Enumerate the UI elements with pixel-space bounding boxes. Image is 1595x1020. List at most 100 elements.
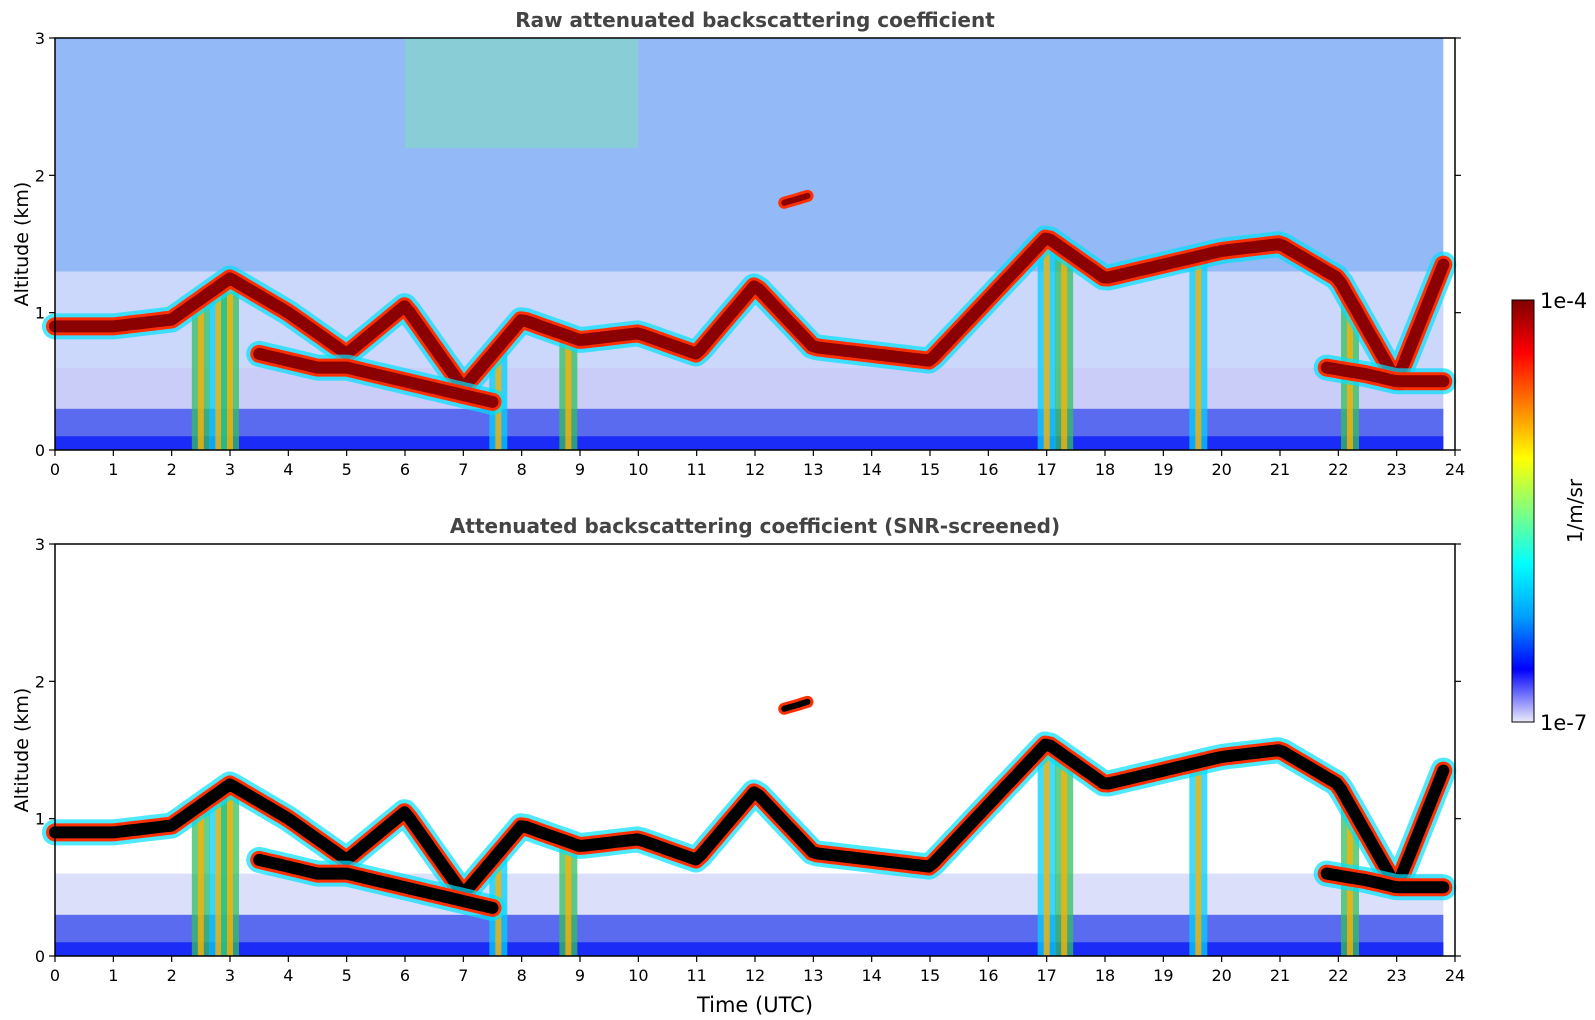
y-tick-label: 1 — [35, 304, 45, 323]
precip-shaft-core — [565, 842, 572, 956]
cloud-layer-core — [49, 232, 1450, 394]
precip-shaft-core — [1195, 762, 1202, 956]
x-tick-label: 19 — [1153, 966, 1173, 985]
x-tick-label: 15 — [920, 966, 940, 985]
x-tick-label: 18 — [1095, 460, 1115, 479]
cloud-layer-core — [253, 853, 499, 914]
colorbar-max-label: 1e-4 — [1540, 289, 1587, 313]
x-tick-label: 8 — [517, 460, 527, 479]
x-tick-label: 24 — [1445, 460, 1465, 479]
cloud-layer-core — [253, 347, 499, 408]
precip-shaft-core — [1043, 743, 1050, 956]
x-tick-label: 5 — [342, 966, 352, 985]
x-tick-label: 2 — [167, 966, 177, 985]
x-tick-label: 8 — [517, 966, 527, 985]
precip-shaft-core — [215, 792, 222, 956]
top-x-axis: 0 1 2 3 4 5 6 7 8 9 10 11 12 13 14 15 16 17 18 19 20 21 22 23 24 — [50, 450, 1465, 479]
x-tick-label: 16 — [978, 460, 998, 479]
x-tick-label: 23 — [1386, 966, 1406, 985]
colorbar: 1e-4 1e-7 1/m/sr — [1511, 289, 1587, 735]
x-tick-label: 24 — [1445, 966, 1465, 985]
precip-shaft-core — [1043, 237, 1050, 450]
x-tick-label: 4 — [283, 460, 293, 479]
x-tick-label: 14 — [861, 460, 881, 479]
x-tick-label: 6 — [400, 460, 410, 479]
precip-shaft-core — [565, 336, 572, 450]
cloud-layer-core — [1320, 867, 1450, 894]
bottom-y-axis: 0 1 2 3 — [35, 535, 1461, 966]
x-tick-label: 12 — [745, 966, 765, 985]
x-tick-label: 0 — [50, 460, 60, 479]
x-tick-label: 6 — [400, 966, 410, 985]
x-tick-label: 0 — [50, 966, 60, 985]
x-tick-label: 20 — [1211, 460, 1231, 479]
x-tick-label: 22 — [1328, 966, 1348, 985]
x-tick-label: 23 — [1386, 460, 1406, 479]
precip-shaft-core — [227, 278, 233, 450]
precip-shaft-core — [1195, 256, 1202, 450]
x-tick-label: 20 — [1211, 966, 1231, 985]
x-tick-label: 7 — [458, 966, 468, 985]
x-tick-label: 22 — [1328, 460, 1348, 479]
y-tick-label: 1 — [35, 810, 45, 829]
x-tick-label: 10 — [628, 460, 648, 479]
x-tick-label: 11 — [686, 966, 706, 985]
x-tick-label: 13 — [803, 460, 823, 479]
top-panel-title: Raw attenuated backscattering coefficien… — [515, 8, 995, 32]
x-tick-label: 10 — [628, 966, 648, 985]
x-tick-label: 17 — [1036, 460, 1056, 479]
x-tick-label: 16 — [978, 966, 998, 985]
cloud-layer-core — [49, 738, 1450, 900]
x-tick-label: 4 — [283, 966, 293, 985]
y-tick-label: 2 — [35, 166, 45, 185]
x-tick-label: 11 — [686, 460, 706, 479]
top-plot-area — [42, 38, 1457, 450]
x-tick-label: 21 — [1270, 966, 1290, 985]
bottom-panel: Attenuated backscattering coefficient (S… — [11, 514, 1465, 1017]
y-tick-label: 3 — [35, 535, 45, 554]
x-tick-label: 13 — [803, 966, 823, 985]
x-tick-label: 19 — [1153, 460, 1173, 479]
colorbar-ramp — [1511, 299, 1535, 723]
precip-shaft-core — [215, 286, 222, 450]
precip-shaft-core — [1061, 249, 1068, 450]
x-tick-label: 3 — [225, 460, 235, 479]
x-tick-label: 18 — [1095, 966, 1115, 985]
noise-field-upper — [55, 38, 1444, 272]
surface-layer-dark — [55, 942, 1444, 956]
bottom-plot-area — [42, 695, 1457, 956]
x-tick-label: 12 — [745, 460, 765, 479]
y-tick-label: 3 — [35, 29, 45, 48]
y-tick-label: 0 — [35, 441, 45, 460]
bottom-y-axis-label: Altitude (km) — [11, 688, 33, 813]
top-panel: Raw attenuated backscattering coefficien… — [11, 8, 1465, 479]
colorbar-unit-label: 1/m/sr — [1563, 478, 1587, 543]
surface-layer-dark — [55, 436, 1444, 450]
x-tick-label: 15 — [920, 460, 940, 479]
x-tick-label: 5 — [342, 460, 352, 479]
precip-shaft-core — [1061, 755, 1068, 956]
top-y-axis-label: Altitude (km) — [11, 182, 33, 307]
noise-field-bright — [405, 38, 639, 148]
x-tick-label: 9 — [575, 460, 585, 479]
x-tick-label: 14 — [861, 966, 881, 985]
cloud-layer-core — [781, 192, 811, 206]
precip-shaft-core — [227, 784, 233, 956]
x-tick-label: 1 — [108, 460, 118, 479]
x-tick-label: 1 — [108, 966, 118, 985]
x-tick-label: 7 — [458, 460, 468, 479]
x-axis-label: Time (UTC) — [696, 993, 813, 1017]
x-tick-label: 2 — [167, 460, 177, 479]
cloud-layer-core — [1320, 361, 1450, 388]
top-y-axis: 0 1 2 3 — [35, 29, 1461, 460]
precip-shaft-core — [197, 298, 204, 450]
cloud-layer-core — [781, 698, 811, 712]
y-tick-label: 0 — [35, 947, 45, 966]
precip-shaft-core — [197, 804, 204, 956]
x-tick-label: 21 — [1270, 460, 1290, 479]
x-tick-label: 3 — [225, 966, 235, 985]
x-tick-label: 17 — [1036, 966, 1056, 985]
bottom-panel-title: Attenuated backscattering coefficient (S… — [450, 514, 1060, 538]
x-tick-label: 9 — [575, 966, 585, 985]
